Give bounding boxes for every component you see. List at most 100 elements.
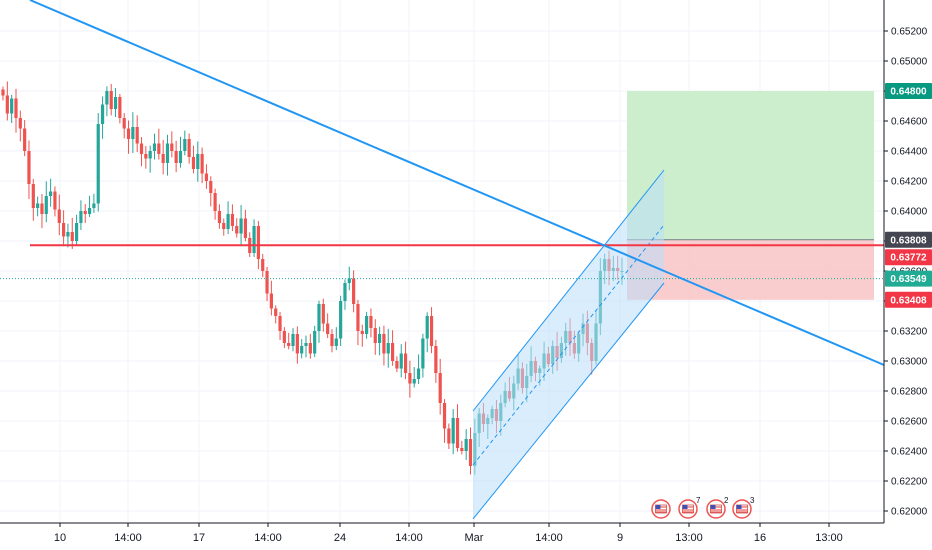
price-tag-label: 0.63549 — [890, 274, 927, 285]
candle-body — [356, 304, 360, 331]
candle-body — [217, 211, 222, 223]
time-tick-label: 14:00 — [535, 532, 563, 544]
time-tick-label: 14:00 — [254, 532, 282, 544]
candle-body — [40, 203, 44, 214]
time-axis[interactable]: 10 14:00 17 14:00 24 14:00 Mar 14:00 9 13:00 16 13:… — [0, 522, 884, 544]
candle-body — [204, 173, 209, 181]
drawings — [0, 0, 885, 520]
price-tags: 0.64800 0.63808 0.63772 0.63549 0.63408 — [885, 83, 932, 308]
candle-body — [352, 278, 356, 304]
candle-body — [403, 353, 408, 373]
time-tick-label: 17 — [193, 532, 205, 544]
price-tag-bg — [885, 291, 932, 308]
candle-body — [360, 331, 364, 334]
time-tick-label: 16 — [754, 532, 766, 544]
candle-body — [399, 353, 403, 369]
event-count: 7 — [696, 496, 701, 505]
price-tick-label: 0.63000 — [891, 357, 928, 368]
candle-body — [191, 157, 196, 169]
position-zones — [627, 91, 874, 300]
candle-body — [386, 343, 390, 354]
time-tick-label: 24 — [334, 532, 346, 544]
candle-body — [57, 209, 61, 223]
candle-body — [187, 139, 191, 157]
candle-body — [291, 334, 295, 346]
candle-body — [139, 143, 144, 154]
candle-body — [451, 418, 455, 444]
candle-body — [429, 316, 434, 346]
candle-body — [256, 226, 260, 259]
candle-body — [66, 232, 70, 237]
economic-events[interactable]: 7 2 3 — [651, 496, 755, 519]
candle-body — [161, 154, 165, 163]
candle-body — [339, 301, 343, 339]
price-tick-label: 0.64000 — [891, 207, 928, 218]
candle-body — [53, 191, 57, 210]
candle-body — [222, 223, 226, 229]
candle-body — [365, 316, 369, 334]
price-tick-label: 0.63200 — [891, 327, 928, 338]
candle-body — [252, 226, 256, 253]
candle-body — [326, 323, 330, 334]
candle-body — [313, 331, 317, 354]
price-tag-label: 0.63408 — [890, 295, 927, 306]
candle-body — [373, 328, 377, 343]
price-tag-label: 0.63808 — [890, 235, 927, 246]
candle-body — [92, 203, 96, 208]
candle-body — [62, 223, 66, 237]
candle-body — [109, 91, 113, 109]
candle-body — [434, 346, 438, 373]
us-flag-icon[interactable]: 2 — [706, 496, 729, 519]
price-tag-bg — [885, 231, 932, 248]
price-tick-label: 0.62400 — [891, 447, 928, 458]
candle-body — [442, 403, 447, 429]
candle-body — [317, 304, 321, 331]
us-flag-icon[interactable]: 3 — [732, 496, 755, 519]
candle-body — [464, 439, 468, 451]
candle-body — [308, 343, 312, 354]
candle-body — [144, 154, 148, 159]
time-tick-label: 13:00 — [675, 532, 703, 544]
candle-body — [152, 143, 157, 151]
flag-canton — [710, 505, 716, 509]
us-flag-icon[interactable] — [651, 499, 671, 519]
candle-body — [100, 104, 105, 124]
candle-body — [79, 211, 83, 223]
event-count: 2 — [724, 496, 729, 505]
us-flag-icon[interactable]: 7 — [678, 496, 701, 519]
candle-body — [157, 143, 161, 154]
candle-body — [178, 151, 183, 163]
candle-body — [105, 91, 109, 105]
candle-body — [239, 218, 243, 234]
price-tick-label: 0.64400 — [891, 147, 928, 158]
candle-body — [304, 343, 308, 346]
candle-body — [165, 143, 170, 163]
candle-body — [455, 418, 460, 448]
candle-body — [412, 379, 416, 384]
candle-body — [49, 191, 53, 196]
candle-body — [74, 223, 79, 241]
price-tag-bg — [885, 270, 932, 287]
price-tag-resistance: 0.63772 — [885, 249, 932, 266]
price-tag-label: 0.63772 — [890, 253, 927, 264]
event-count: 3 — [750, 496, 755, 505]
price-tick-label: 0.64200 — [891, 177, 928, 188]
time-tick-label: 9 — [617, 532, 623, 544]
candle-body — [395, 361, 399, 369]
candle-body — [135, 127, 139, 144]
candle-body — [390, 343, 395, 361]
candle-body — [70, 232, 74, 241]
candle-body — [438, 373, 442, 403]
candle-body — [226, 214, 230, 229]
price-tick-label: 0.62000 — [891, 507, 928, 518]
candle-body — [10, 98, 14, 114]
candle-body — [243, 218, 248, 238]
time-tick-label: 13:00 — [815, 532, 843, 544]
candle-body — [421, 338, 425, 369]
stop-zone — [627, 239, 874, 300]
candle-body — [209, 181, 213, 193]
candle-body — [122, 118, 126, 129]
channel-lower-line — [472, 282, 665, 520]
candle-body — [14, 98, 18, 118]
